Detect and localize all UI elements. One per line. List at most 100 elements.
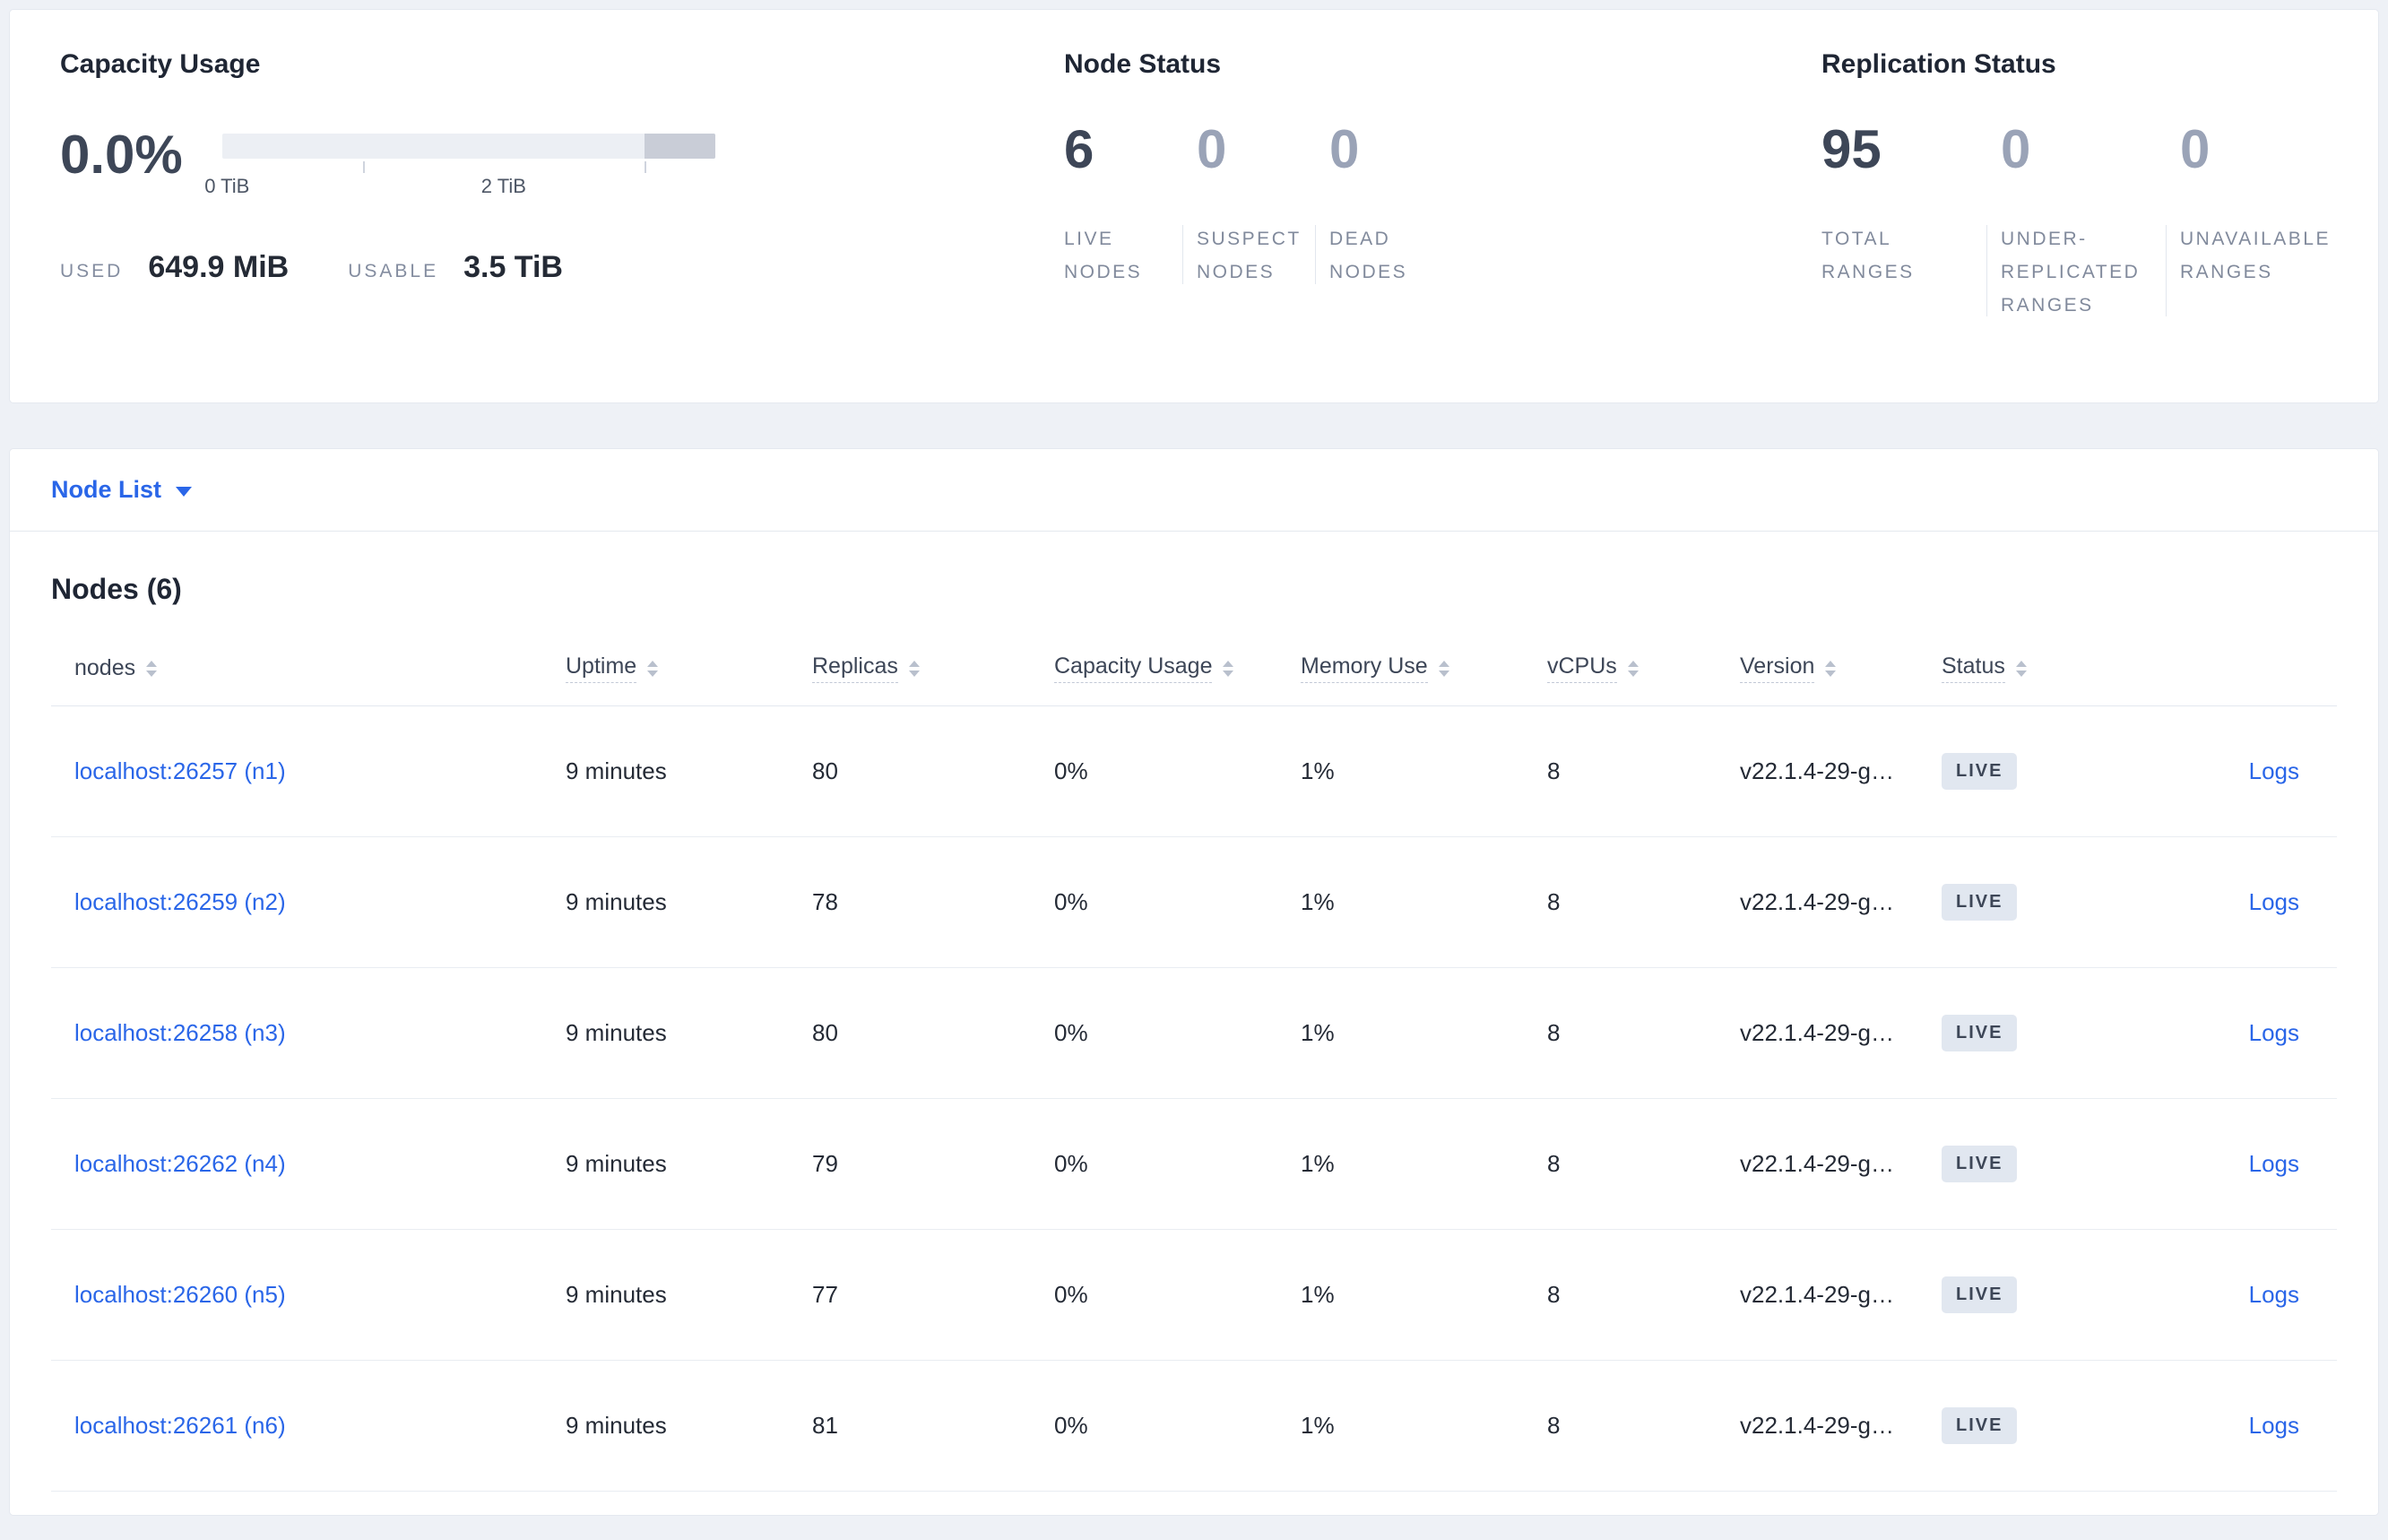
capacity-usage-cell: 0% [1054,1412,1088,1439]
node-link[interactable]: localhost:26261 (n6) [74,1412,286,1439]
dead-nodes-label: DEAD NODES [1315,223,1482,290]
capacity-usage-title: Capacity Usage [60,49,261,79]
usable-value: 3.5 TiB [463,250,563,284]
nodes-table-section: Nodes (6) nodes Uptime Replicas Capacity… [10,573,2378,1492]
suspect-nodes-value: 0 [1197,119,1227,179]
logs-link[interactable]: Logs [2248,757,2299,784]
total-ranges-label: TOTAL RANGES [1821,229,1915,282]
capacity-bar-axis: 0 TiB 2 TiB [204,159,715,198]
logs-link[interactable]: Logs [2248,1150,2299,1177]
logs-link[interactable]: Logs [2248,888,2299,915]
unavailable-ranges-label: UNAVAILABLE RANGES [2166,223,2350,322]
vcpus-cell: 8 [1547,888,1561,915]
node-link[interactable]: localhost:26258 (n3) [74,1019,286,1046]
uptime-cell: 9 minutes [566,1412,667,1439]
node-link[interactable]: localhost:26259 (n2) [74,888,286,915]
node-list-dropdown[interactable]: Node List [51,476,193,504]
axis-tick-label-0: 0 TiB [204,175,250,197]
axis-tick-label-2tib: 2 TiB [480,175,526,197]
suspect-nodes-label: SUSPECT NODES [1182,223,1329,290]
live-nodes-label: LIVE NODES [1064,229,1143,282]
capacity-bar-track [221,134,715,159]
logs-link[interactable]: Logs [2248,1281,2299,1308]
node-link[interactable]: localhost:26262 (n4) [74,1150,286,1177]
capacity-bar-reserved-segment [645,134,715,159]
table-row: localhost:26261 (n6) 9 minutes 81 0% 1% … [51,1361,2337,1492]
column-header-vcpus[interactable]: vCPUs [1547,653,1740,683]
column-header-status[interactable]: Status [1942,653,2161,683]
chevron-down-icon [176,487,193,497]
column-header-logs [2161,668,2337,669]
capacity-usage-cell: 0% [1054,888,1088,915]
under-replicated-ranges-label: UNDER-REPLICATED RANGES [1986,223,2180,322]
uptime-cell: 9 minutes [566,757,667,784]
axis-tick [645,161,647,173]
column-header-nodes[interactable]: nodes [74,655,566,681]
memory-use-cell: 1% [1301,1412,1335,1439]
vcpus-cell: 8 [1547,757,1561,784]
logs-link[interactable]: Logs [2248,1412,2299,1439]
sort-icon[interactable] [146,660,158,677]
capacity-usage-cell: 0% [1054,1019,1088,1046]
vcpus-cell: 8 [1547,1281,1561,1308]
status-badge: LIVE [1942,1015,2018,1051]
status-badge: LIVE [1942,1146,2018,1182]
used-label: USED [60,261,124,281]
replicas-cell: 77 [812,1281,838,1308]
table-row: localhost:26260 (n5) 9 minutes 77 0% 1% … [51,1230,2337,1361]
nodes-card: Node List Nodes (6) nodes Uptime Replica… [9,448,2379,1516]
column-header-replicas[interactable]: Replicas [812,653,1054,683]
nodes-table-title: Nodes (6) [51,573,182,605]
vcpus-cell: 8 [1547,1150,1561,1177]
live-nodes-value: 6 [1064,119,1094,179]
view-selector-row: Node List [10,449,2378,532]
node-link[interactable]: localhost:26257 (n1) [74,757,286,784]
uptime-cell: 9 minutes [566,888,667,915]
table-header-row: nodes Uptime Replicas Capacity Usage Mem… [51,631,2337,706]
status-badge: LIVE [1942,753,2018,790]
replication-status-section: Replication Status 95 0 0 TOTAL RANGES U… [1821,49,2350,402]
table-row: localhost:26259 (n2) 9 minutes 78 0% 1% … [51,837,2337,968]
node-link[interactable]: localhost:26260 (n5) [74,1281,286,1308]
sort-icon[interactable] [647,660,659,677]
column-header-memory-use[interactable]: Memory Use [1301,653,1547,683]
capacity-usage-bar: 0 TiB 2 TiB [204,134,715,198]
version-cell: v22.1.4-29-g… [1740,1150,1894,1177]
version-cell: v22.1.4-29-g… [1740,1281,1894,1308]
memory-use-cell: 1% [1301,1281,1335,1308]
column-header-uptime[interactable]: Uptime [566,653,812,683]
version-cell: v22.1.4-29-g… [1740,888,1894,915]
memory-use-cell: 1% [1301,888,1335,915]
capacity-usage-section: Capacity Usage 0.0% 0 TiB 2 TiB USED 649… [60,49,1064,402]
sort-icon[interactable] [1825,660,1837,677]
logs-link[interactable]: Logs [2248,1019,2299,1046]
capacity-usage-cell: 0% [1054,1281,1088,1308]
cluster-summary-card: Capacity Usage 0.0% 0 TiB 2 TiB USED 649… [9,9,2379,403]
replicas-cell: 80 [812,757,838,784]
replicas-cell: 78 [812,888,838,915]
memory-use-cell: 1% [1301,1019,1335,1046]
usable-label: USABLE [348,261,439,281]
sort-icon[interactable] [1627,660,1639,677]
used-value: 649.9 MiB [148,250,290,284]
under-replicated-ranges-value: 0 [2001,119,2031,179]
column-header-capacity-usage[interactable]: Capacity Usage [1054,653,1301,683]
node-status-section: Node Status 6 0 0 LIVE NODES SUSPECT NOD… [1064,49,1821,402]
replication-status-title: Replication Status [1821,49,2056,79]
column-header-version[interactable]: Version [1740,653,1942,683]
version-cell: v22.1.4-29-g… [1740,1412,1894,1439]
sort-icon[interactable] [1438,660,1449,677]
sort-icon[interactable] [1223,660,1234,677]
capacity-usage-cell: 0% [1054,757,1088,784]
replicas-cell: 79 [812,1150,838,1177]
table-row: localhost:26257 (n1) 9 minutes 80 0% 1% … [51,706,2337,837]
replicas-cell: 80 [812,1019,838,1046]
capacity-usage-percent: 0.0% [60,125,183,185]
memory-use-cell: 1% [1301,757,1335,784]
uptime-cell: 9 minutes [566,1019,667,1046]
total-ranges-value: 95 [1821,119,1882,179]
sort-icon[interactable] [2015,660,2027,677]
version-cell: v22.1.4-29-g… [1740,757,1894,784]
uptime-cell: 9 minutes [566,1150,667,1177]
sort-icon[interactable] [908,660,920,677]
